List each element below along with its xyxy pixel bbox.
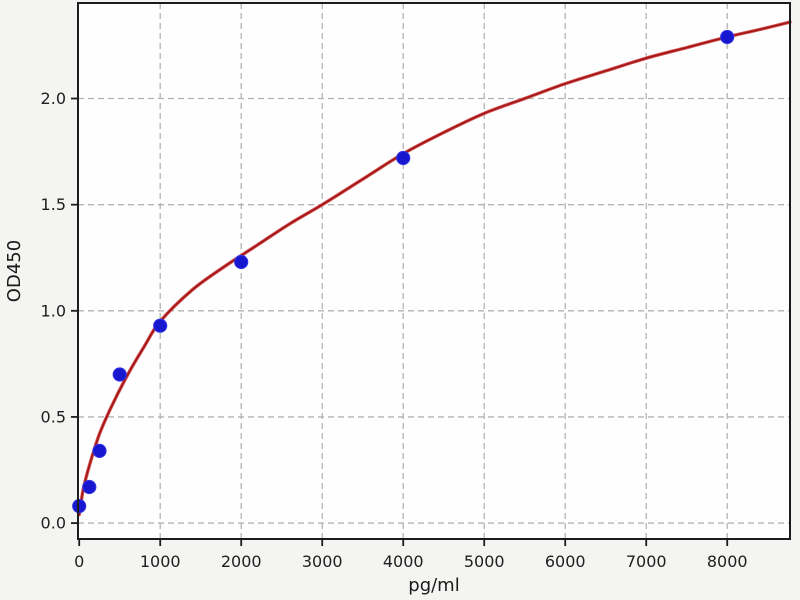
x-tick-label: 7000 xyxy=(626,552,667,571)
y-tick-label: 1.0 xyxy=(41,301,66,320)
gridlines xyxy=(78,3,790,539)
data-point xyxy=(234,254,249,270)
plot-area-background xyxy=(78,3,790,539)
standard-points xyxy=(72,29,735,514)
data-point xyxy=(720,29,735,45)
x-axis-label: pg/ml xyxy=(408,575,459,596)
x-tick-label: 1000 xyxy=(140,552,181,571)
x-tick-labels: 0 1000 2000 3000 4000 5000 6000 7000 8000 xyxy=(74,552,747,571)
data-point xyxy=(396,150,411,166)
x-tick-label: 3000 xyxy=(302,552,343,571)
data-point xyxy=(92,443,107,458)
y-tick-label: 0.5 xyxy=(41,407,66,426)
fit-curve-core xyxy=(78,21,791,516)
axis-ticks xyxy=(71,97,729,546)
y-tick-label: 1.5 xyxy=(41,195,66,214)
axes-spines xyxy=(77,2,791,540)
y-tick-labels: 0.0 0.5 1.0 1.5 2.0 xyxy=(41,89,66,533)
data-point xyxy=(72,499,87,514)
data-point xyxy=(153,318,168,333)
data-point xyxy=(112,367,127,382)
y-tick-label: 0.0 xyxy=(41,514,66,533)
x-tick-label: 5000 xyxy=(464,552,505,571)
x-tick-label: 0 xyxy=(74,552,84,571)
x-tick-label: 6000 xyxy=(545,552,586,571)
fit-curve xyxy=(77,20,792,517)
y-tick-label: 2.0 xyxy=(41,89,66,108)
x-tick-label: 2000 xyxy=(221,552,262,571)
y-axis-label: OD450 xyxy=(4,240,25,302)
x-tick-label: 4000 xyxy=(383,552,424,571)
x-tick-label: 8000 xyxy=(707,552,748,571)
data-point xyxy=(82,479,97,495)
